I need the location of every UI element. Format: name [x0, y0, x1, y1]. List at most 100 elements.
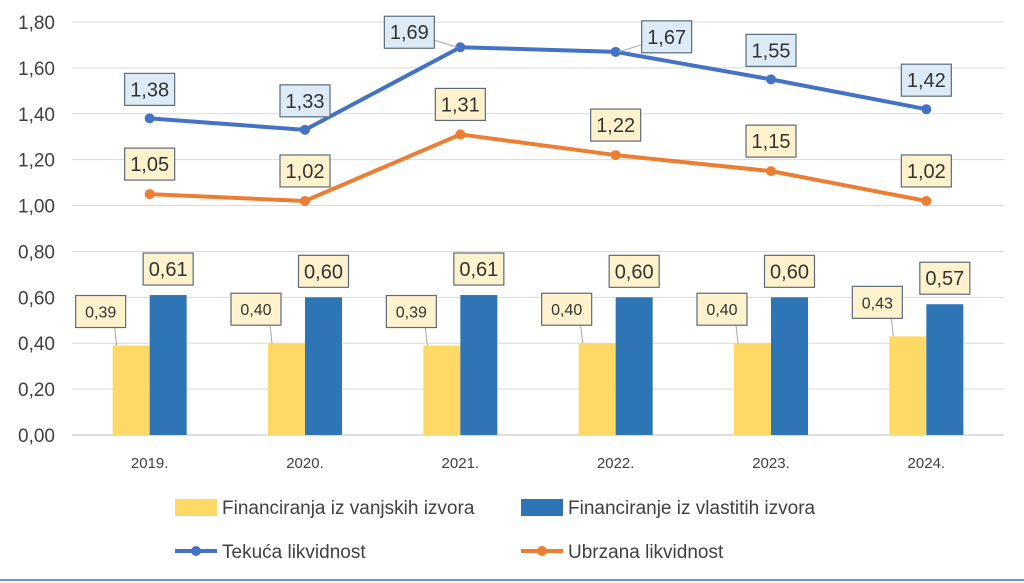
- legend-entry: Tekuća likvidnost: [175, 542, 366, 563]
- data-label: 1,69: [383, 15, 458, 49]
- bar: [268, 343, 305, 435]
- bar: [423, 345, 461, 435]
- y-axis: 0,00 0,20 0,40 0,60 0,80 1,00 1,20 1,40 1,60 1,80: [18, 13, 55, 447]
- data-label-text: 1,22: [596, 115, 635, 137]
- data-label-box: [434, 87, 486, 122]
- data-label-text: 1,38: [130, 79, 169, 101]
- data-label: 1,42: [900, 63, 952, 97]
- data-label-text: 1,31: [441, 94, 480, 116]
- data-label-text: 1,33: [286, 91, 325, 113]
- data-label: 0,39: [385, 294, 437, 346]
- data-label-text: 1,02: [907, 161, 946, 183]
- x-axis: 2019. 2020. 2021. 2022. 2023. 2024.: [131, 455, 945, 472]
- data-labels: 0,39 0,40 0,39 0,40 0,40 0,43 0,61 0,60 0,61 0,60…: [75, 15, 971, 346]
- series-point: [766, 74, 776, 85]
- leader-line: [424, 327, 428, 346]
- data-label-text: 1,05: [130, 154, 169, 176]
- series-line: [147, 45, 929, 132]
- data-label: 0,61: [142, 252, 194, 286]
- data-label-text: 0,60: [770, 261, 809, 283]
- legend-marker: [191, 546, 201, 556]
- data-label-text: 1,02: [286, 161, 325, 183]
- data-label-text: 0,40: [706, 302, 737, 319]
- data-label: 0,40: [230, 292, 282, 344]
- series-point: [921, 195, 932, 206]
- y-tick-label: 0,80: [18, 242, 55, 263]
- y-tick-label: 0,60: [18, 288, 55, 309]
- legend: Financiranja iz vanjskih izvora Financira…: [175, 498, 816, 563]
- data-label-box: [142, 252, 194, 286]
- x-tick-label: 2021.: [442, 455, 480, 472]
- data-label: 0,40: [541, 292, 593, 344]
- bar: [771, 297, 808, 435]
- x-tick-label: 2024.: [908, 455, 946, 472]
- data-label: 0,60: [763, 254, 816, 288]
- series-line: [147, 132, 929, 203]
- bar: [615, 297, 653, 435]
- legend-label: Ubrzana likvidnost: [568, 542, 724, 563]
- data-label: 1,67: [618, 20, 693, 54]
- data-label-text: 1,69: [390, 22, 429, 44]
- data-label: 1,31: [434, 87, 486, 122]
- data-label-text: 1,55: [752, 40, 791, 62]
- leader-line: [735, 325, 739, 344]
- data-label-box: [385, 294, 437, 329]
- legend-swatch: [175, 499, 217, 516]
- bar: [578, 343, 616, 435]
- legend-label: Financiranja iz vanjskih izvora: [222, 498, 475, 519]
- data-label: 1,15: [745, 124, 797, 158]
- data-label-box: [453, 252, 505, 286]
- data-label-box: [696, 292, 748, 326]
- series-point: [610, 150, 621, 161]
- data-label-box: [919, 261, 971, 295]
- legend-marker: [537, 546, 547, 556]
- data-label-box: [608, 254, 660, 288]
- bar: [149, 295, 187, 435]
- data-label-box: [124, 147, 176, 181]
- series-point: [300, 195, 310, 206]
- data-label-text: 0,39: [396, 305, 427, 322]
- data-label: 1,22: [590, 108, 642, 142]
- data-label-box: [641, 20, 693, 54]
- leader-line: [618, 44, 642, 53]
- y-tick-label: 1,60: [18, 59, 55, 80]
- bar: [112, 345, 150, 435]
- data-label-text: 1,42: [907, 70, 946, 92]
- data-label-text: 0,60: [304, 261, 343, 283]
- leader-line: [890, 318, 894, 337]
- x-tick-label: 2020.: [286, 455, 324, 472]
- leader-line: [114, 327, 118, 346]
- data-label: 1,05: [124, 147, 176, 181]
- y-tick-label: 1,80: [18, 13, 55, 34]
- data-label-text: 0,40: [240, 302, 271, 319]
- data-label: 0,39: [75, 294, 127, 346]
- y-tick-label: 0,20: [18, 380, 55, 401]
- data-label: 1,38: [124, 72, 176, 106]
- data-label-box: [763, 254, 816, 288]
- lines: [144, 42, 932, 206]
- data-label-text: 1,67: [647, 27, 686, 49]
- data-label-text: 0,43: [862, 295, 893, 312]
- data-label: 0,40: [696, 292, 748, 344]
- data-label: 1,02: [279, 154, 331, 188]
- data-label-box: [590, 108, 642, 142]
- x-tick-label: 2022.: [597, 455, 635, 472]
- leader-line: [434, 39, 458, 48]
- series-point: [300, 124, 310, 135]
- bar: [926, 304, 964, 435]
- y-tick-label: 0,00: [18, 426, 55, 447]
- data-label-box: [279, 154, 331, 188]
- data-label-box: [124, 72, 176, 106]
- gridlines: [72, 21, 1004, 436]
- data-label-box: [851, 285, 903, 319]
- data-label-box: [383, 15, 435, 49]
- data-label-box: [745, 124, 797, 158]
- bar: [734, 343, 771, 435]
- data-label-text: 0,61: [459, 259, 498, 281]
- data-label: 0,43: [851, 285, 903, 337]
- legend-entry: Ubrzana likvidnost: [521, 542, 724, 563]
- legend-entry: Financiranja iz vanjskih izvora: [175, 498, 475, 519]
- data-label-text: 0,40: [551, 302, 582, 319]
- data-label-text: 1,15: [752, 131, 791, 153]
